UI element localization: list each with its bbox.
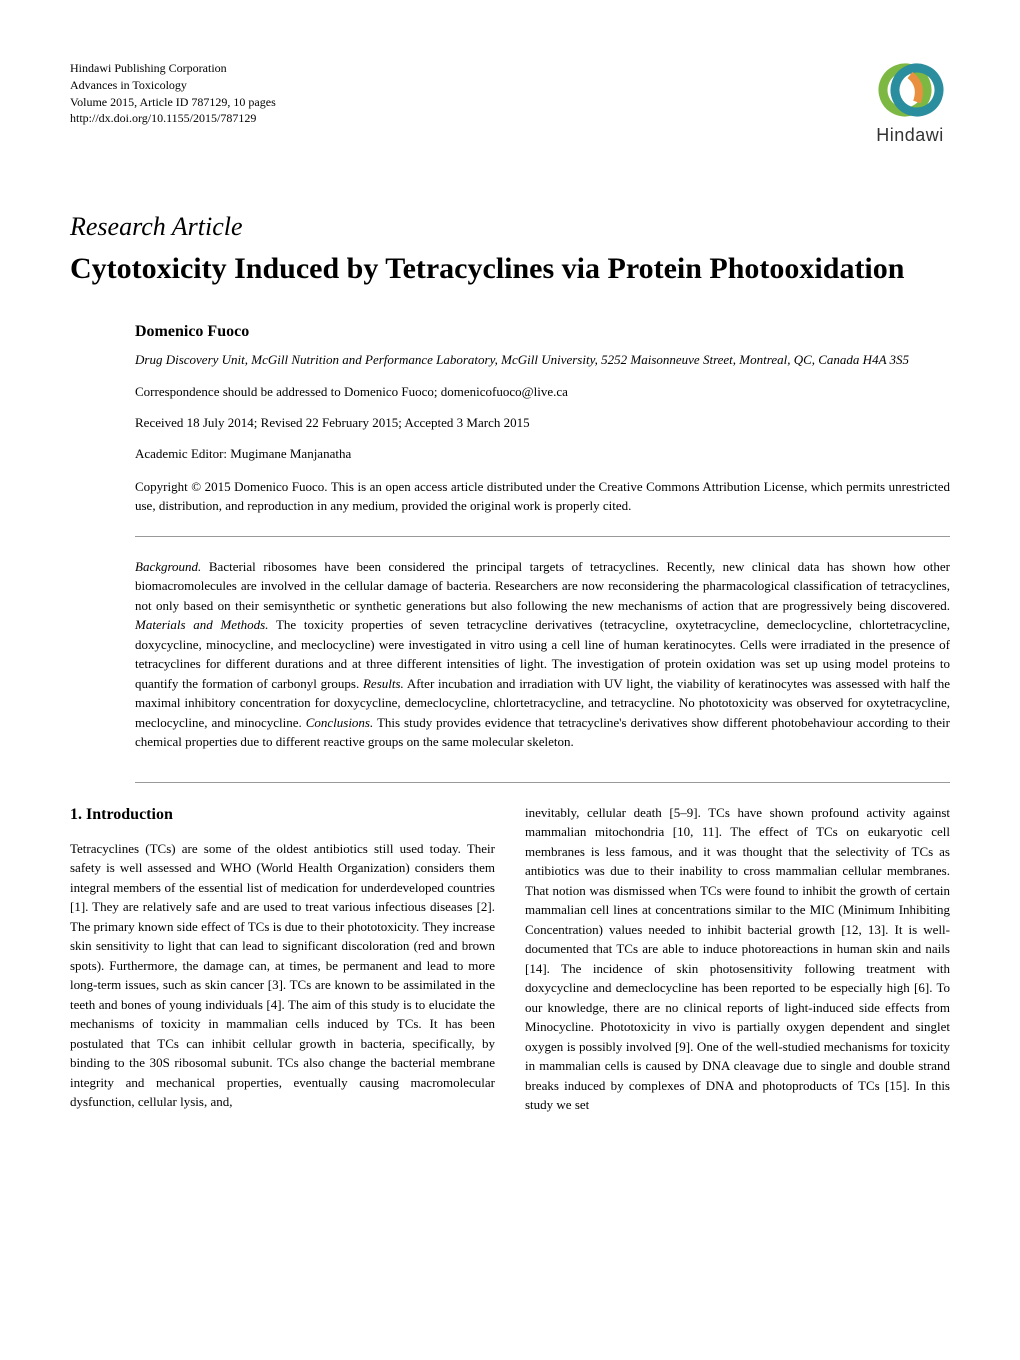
section-heading-introduction: 1. Introduction — [70, 803, 495, 827]
body-columns: 1. Introduction Tetracyclines (TCs) are … — [70, 803, 950, 1115]
abstract-top-divider — [135, 536, 950, 537]
abstract-bottom-divider — [135, 782, 950, 783]
publisher-logo-text: Hindawi — [875, 125, 945, 146]
article-title: Cytotoxicity Induced by Tetracyclines vi… — [70, 250, 950, 288]
doi-url: http://dx.doi.org/10.1155/2015/787129 — [70, 110, 950, 127]
author-name: Domenico Fuoco — [135, 323, 950, 341]
publisher-logo: Hindawi — [875, 60, 945, 146]
article-type: Research Article — [70, 212, 950, 242]
copyright-notice: Copyright © 2015 Domenico Fuoco. This is… — [135, 477, 950, 516]
column-right-text: inevitably, cellular death [5–9]. TCs ha… — [525, 803, 950, 1115]
column-right: inevitably, cellular death [5–9]. TCs ha… — [525, 803, 950, 1115]
abstract-background-label: Background. — [135, 559, 201, 574]
column-left-text: Tetracyclines (TCs) are some of the olde… — [70, 839, 495, 1112]
abstract-results-label: Results. — [363, 676, 404, 691]
column-left: 1. Introduction Tetracyclines (TCs) are … — [70, 803, 495, 1115]
abstract-methods-label: Materials and Methods. — [135, 617, 268, 632]
abstract-background-text: Bacterial ribosomes have been considered… — [135, 559, 950, 613]
publisher-name: Hindawi Publishing Corporation — [70, 60, 950, 77]
abstract-text: Background. Bacterial ribosomes have bee… — [135, 557, 950, 752]
volume-info: Volume 2015, Article ID 787129, 10 pages — [70, 94, 950, 111]
hindawi-logo-icon — [875, 60, 945, 120]
correspondence-info: Correspondence should be addressed to Do… — [135, 384, 950, 400]
academic-editor: Academic Editor: Mugimane Manjanatha — [135, 446, 950, 462]
author-affiliation: Drug Discovery Unit, McGill Nutrition an… — [135, 351, 950, 369]
journal-name: Advances in Toxicology — [70, 77, 950, 94]
publisher-info-block: Hindawi Publishing Corporation Advances … — [70, 60, 950, 127]
article-dates: Received 18 July 2014; Revised 22 Februa… — [135, 415, 950, 431]
author-section: Domenico Fuoco Drug Discovery Unit, McGi… — [135, 323, 950, 783]
abstract-conclusions-label: Conclusions. — [306, 715, 374, 730]
